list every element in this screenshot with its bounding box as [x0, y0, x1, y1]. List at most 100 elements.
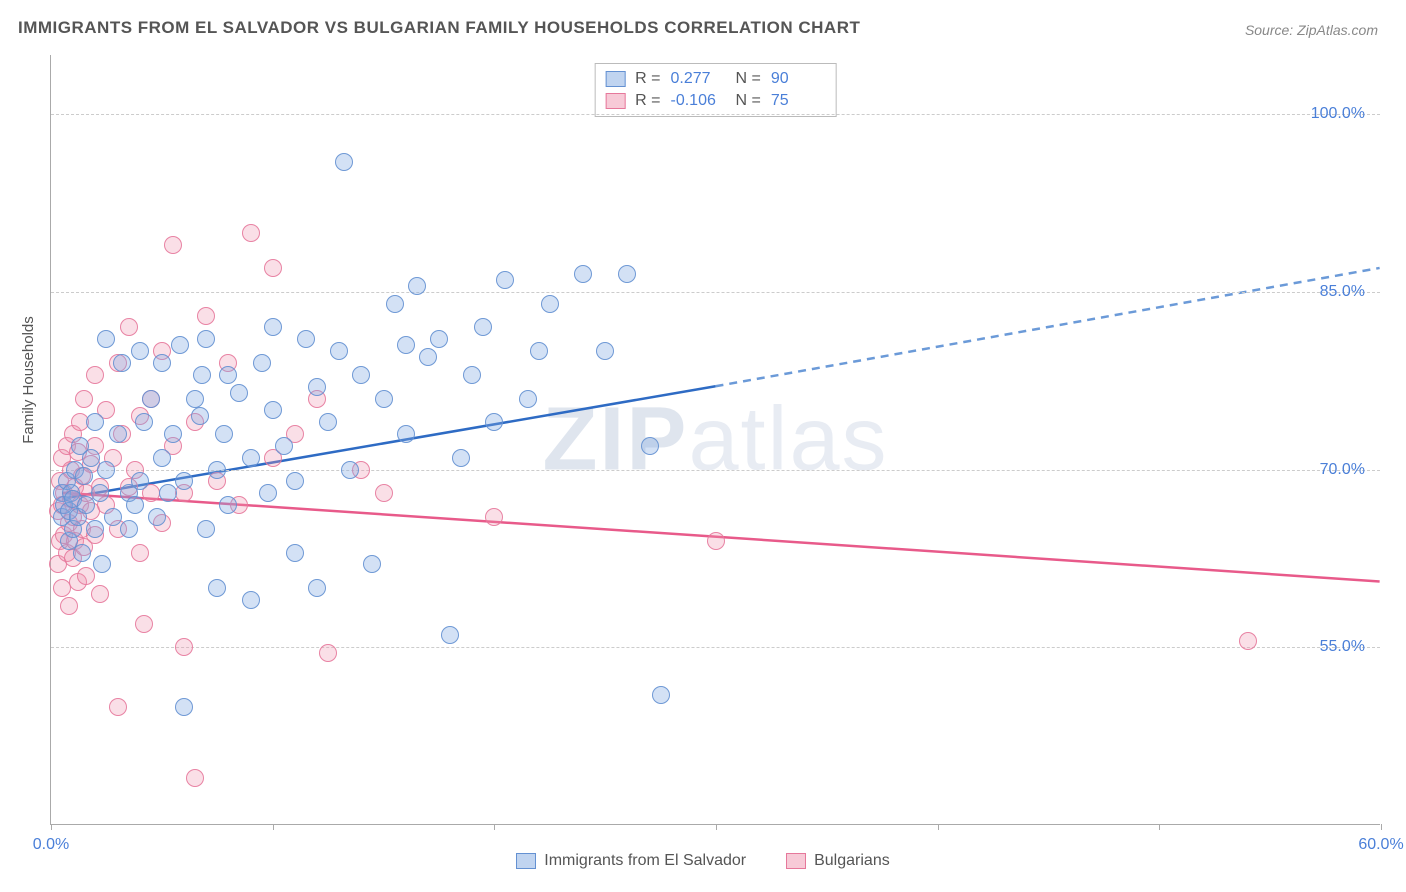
- scatter-point: [142, 390, 160, 408]
- series-legend: Immigrants from El Salvador Bulgarians: [0, 852, 1406, 874]
- r-label: R =: [635, 92, 660, 110]
- scatter-point: [375, 390, 393, 408]
- legend-row: R = 0.277 N = 90: [605, 68, 826, 90]
- scatter-point: [186, 390, 204, 408]
- scatter-point: [86, 520, 104, 538]
- gridline: [51, 292, 1380, 293]
- x-tick: [938, 824, 939, 830]
- scatter-point: [208, 579, 226, 597]
- scatter-point: [82, 449, 100, 467]
- scatter-point: [91, 484, 109, 502]
- y-tick-label: 70.0%: [1320, 461, 1365, 479]
- legend-label: Immigrants from El Salvador: [544, 852, 746, 870]
- scatter-plot-area: ZIPatlas R = 0.277 N = 90 R = -0.106 N =…: [50, 55, 1380, 825]
- scatter-point: [441, 626, 459, 644]
- scatter-point: [419, 348, 437, 366]
- scatter-point: [259, 484, 277, 502]
- scatter-point: [193, 366, 211, 384]
- y-tick-label: 55.0%: [1320, 638, 1365, 656]
- scatter-point: [652, 686, 670, 704]
- scatter-point: [286, 472, 304, 490]
- scatter-point: [135, 413, 153, 431]
- scatter-point: [175, 638, 193, 656]
- scatter-point: [159, 484, 177, 502]
- scatter-point: [286, 544, 304, 562]
- scatter-point: [153, 449, 171, 467]
- n-value: 90: [771, 70, 826, 88]
- scatter-point: [219, 366, 237, 384]
- scatter-point: [131, 342, 149, 360]
- scatter-point: [219, 496, 237, 514]
- scatter-point: [596, 342, 614, 360]
- scatter-point: [75, 390, 93, 408]
- scatter-point: [264, 318, 282, 336]
- scatter-point: [474, 318, 492, 336]
- watermark: ZIPatlas: [542, 388, 888, 491]
- scatter-point: [242, 449, 260, 467]
- scatter-point: [1239, 632, 1257, 650]
- legend-row: R = -0.106 N = 75: [605, 90, 826, 112]
- scatter-point: [86, 366, 104, 384]
- scatter-point: [175, 698, 193, 716]
- scatter-point: [186, 769, 204, 787]
- legend-swatch: [786, 853, 806, 869]
- r-value: 0.277: [671, 70, 726, 88]
- scatter-point: [397, 336, 415, 354]
- scatter-point: [77, 567, 95, 585]
- scatter-point: [363, 555, 381, 573]
- scatter-point: [75, 467, 93, 485]
- r-value: -0.106: [671, 92, 726, 110]
- scatter-point: [430, 330, 448, 348]
- scatter-point: [175, 472, 193, 490]
- scatter-point: [242, 591, 260, 609]
- scatter-point: [97, 461, 115, 479]
- x-tick: [51, 824, 52, 830]
- scatter-point: [208, 461, 226, 479]
- scatter-point: [148, 508, 166, 526]
- scatter-point: [230, 384, 248, 402]
- scatter-point: [93, 555, 111, 573]
- scatter-point: [485, 413, 503, 431]
- trend-lines-layer: [51, 55, 1380, 824]
- legend-item: Bulgarians: [786, 852, 890, 870]
- scatter-point: [641, 437, 659, 455]
- scatter-point: [113, 354, 131, 372]
- scatter-point: [135, 615, 153, 633]
- scatter-point: [335, 153, 353, 171]
- scatter-point: [574, 265, 592, 283]
- scatter-point: [264, 401, 282, 419]
- scatter-point: [120, 520, 138, 538]
- x-tick: [1159, 824, 1160, 830]
- scatter-point: [408, 277, 426, 295]
- scatter-point: [86, 413, 104, 431]
- scatter-point: [275, 437, 293, 455]
- scatter-point: [308, 378, 326, 396]
- scatter-point: [485, 508, 503, 526]
- chart-title: IMMIGRANTS FROM EL SALVADOR VS BULGARIAN…: [18, 18, 860, 38]
- scatter-point: [164, 425, 182, 443]
- scatter-point: [153, 354, 171, 372]
- watermark-light: atlas: [688, 389, 888, 489]
- scatter-point: [60, 597, 78, 615]
- gridline: [51, 470, 1380, 471]
- legend-item: Immigrants from El Salvador: [516, 852, 746, 870]
- x-tick: [494, 824, 495, 830]
- x-tick: [1381, 824, 1382, 830]
- scatter-point: [341, 461, 359, 479]
- scatter-point: [519, 390, 537, 408]
- scatter-point: [197, 307, 215, 325]
- scatter-point: [530, 342, 548, 360]
- n-value: 75: [771, 92, 826, 110]
- scatter-point: [386, 295, 404, 313]
- trend-line: [716, 268, 1380, 386]
- scatter-point: [197, 520, 215, 538]
- n-label: N =: [736, 70, 761, 88]
- y-tick-label: 100.0%: [1311, 105, 1365, 123]
- scatter-point: [120, 318, 138, 336]
- scatter-point: [541, 295, 559, 313]
- y-axis-label: Family Households: [20, 316, 37, 444]
- legend-swatch: [605, 93, 625, 109]
- scatter-point: [191, 407, 209, 425]
- scatter-point: [330, 342, 348, 360]
- scatter-point: [91, 585, 109, 603]
